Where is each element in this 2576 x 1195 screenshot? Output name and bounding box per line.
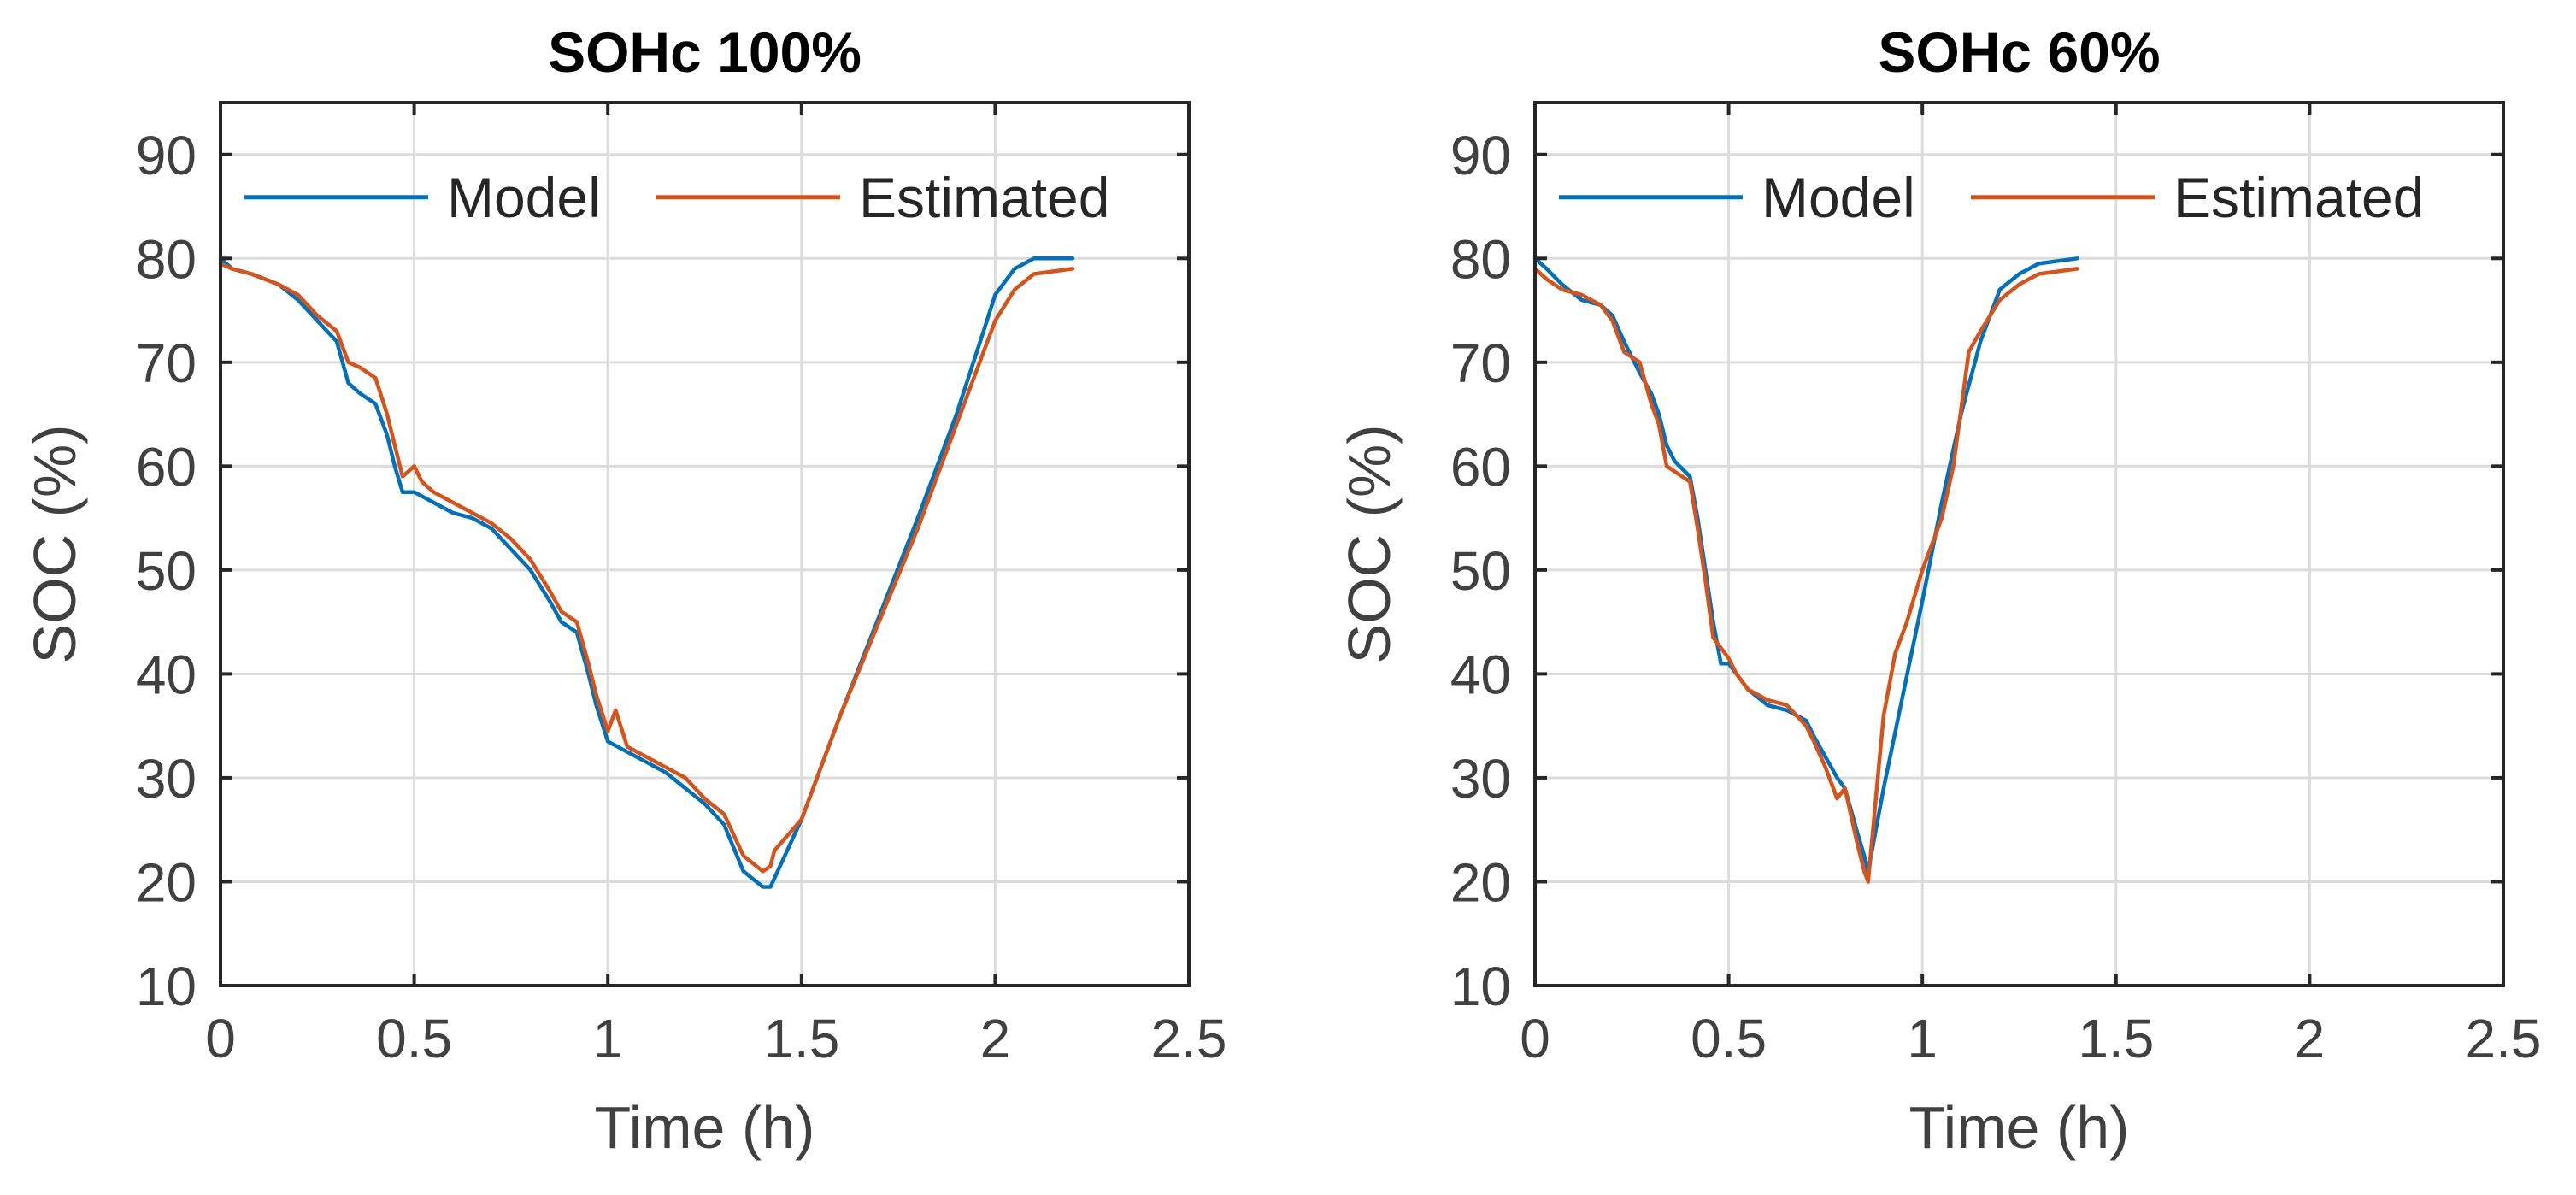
- chart-panel-sohc-100: SOHc 100% SOC (%) Time (h) Model Estimat…: [21, 21, 1226, 1161]
- y-tick-label: 60: [1450, 436, 1511, 497]
- y-tick-label: 10: [136, 956, 197, 1017]
- plot-area: [221, 103, 1189, 986]
- x-axis-label: Time (h): [595, 1094, 815, 1161]
- x-tick-label: 1.5: [763, 1008, 839, 1069]
- x-tick-label: 1: [1907, 1008, 1938, 1069]
- x-tick-label: 0: [205, 1008, 236, 1069]
- y-tick-label: 20: [136, 851, 197, 913]
- y-tick-label: 80: [1450, 228, 1511, 290]
- legend-label-estimated: Estimated: [859, 166, 1109, 229]
- x-tick-label: 2: [980, 1008, 1011, 1069]
- y-tick-label: 60: [136, 436, 197, 497]
- y-tick-label: 40: [136, 644, 197, 705]
- y-tick-label: 30: [136, 748, 197, 809]
- x-tick-label: 0.5: [376, 1008, 452, 1069]
- y-tick-label: 10: [1450, 956, 1511, 1017]
- y-tick-label: 50: [136, 540, 197, 602]
- axes-box: [1533, 101, 2505, 987]
- y-axis-label: SOC (%): [21, 425, 88, 664]
- x-tick-label: 0.5: [1691, 1008, 1767, 1069]
- y-tick-label: 90: [1450, 125, 1511, 186]
- x-axis-label: Time (h): [1909, 1094, 2130, 1161]
- chart-title: SOHc 100%: [548, 21, 862, 84]
- x-tick-label: 2.5: [2466, 1008, 2542, 1069]
- series-line-estimated: [1532, 267, 2079, 884]
- x-tick-label: 2: [2295, 1008, 2326, 1069]
- y-tick-label: 70: [136, 333, 197, 394]
- series-line-estimated: [218, 262, 1075, 874]
- y-tick-label: 20: [1450, 851, 1511, 913]
- y-tick-label: 90: [136, 125, 197, 186]
- y-tick-label: 40: [1450, 644, 1511, 705]
- plot-area: [1535, 103, 2503, 986]
- axes-box: [219, 101, 1191, 987]
- x-tick-label: 1: [592, 1008, 623, 1069]
- y-tick-label: 30: [1450, 748, 1511, 809]
- legend-label-model: Model: [447, 166, 601, 229]
- legend-label-estimated: Estimated: [2173, 166, 2424, 229]
- y-axis-label: SOC (%): [1336, 425, 1403, 664]
- series-group: [1532, 256, 2079, 884]
- chart-panel-sohc-60: SOHc 60% SOC (%) Time (h) Model Estimate…: [1336, 21, 2541, 1161]
- x-tick-label: 1.5: [2078, 1008, 2154, 1069]
- y-tick-label: 80: [136, 228, 197, 290]
- y-tick-label: 70: [1450, 333, 1511, 394]
- legend-label-model: Model: [1761, 166, 1915, 229]
- y-tick-label: 50: [1450, 540, 1511, 602]
- x-tick-label: 0: [1520, 1008, 1550, 1069]
- series-group: [218, 256, 1075, 889]
- chart-title: SOHc 60%: [1878, 21, 2160, 84]
- x-tick-label: 2.5: [1151, 1008, 1227, 1069]
